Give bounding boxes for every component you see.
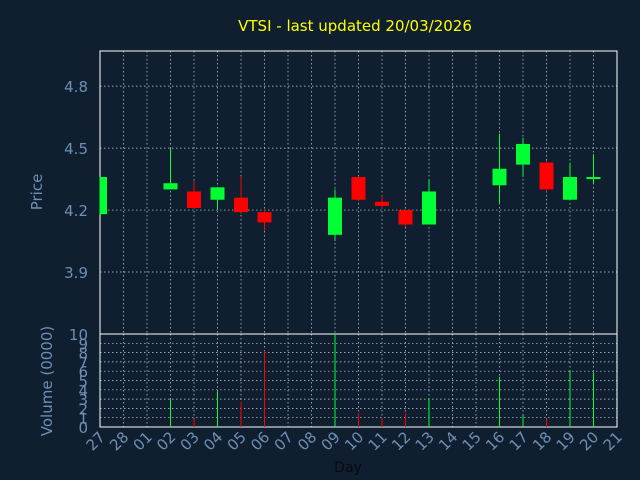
x-tick-label: 18 bbox=[529, 428, 555, 454]
x-tick-label: 21 bbox=[600, 428, 626, 454]
price-axis-label: Price bbox=[28, 174, 46, 211]
chart-title: VTSI - last updated 20/03/2026 bbox=[238, 17, 472, 35]
price-tick-label: 4.5 bbox=[64, 140, 88, 158]
volume-tick-label: 3 bbox=[78, 391, 88, 409]
x-tick-label: 01 bbox=[130, 428, 156, 454]
x-tick-label: 14 bbox=[435, 428, 461, 454]
candle-body bbox=[257, 212, 272, 223]
candle-body bbox=[586, 177, 601, 180]
x-tick-label: 04 bbox=[200, 428, 226, 454]
x-tick-label: 17 bbox=[506, 428, 532, 454]
volume-tick-label: 1 bbox=[78, 410, 88, 428]
volume-tick-label: 5 bbox=[78, 373, 88, 391]
x-tick-label: 13 bbox=[412, 428, 438, 454]
x-tick-label: 19 bbox=[553, 428, 579, 454]
candle-body bbox=[328, 197, 342, 235]
candle-body bbox=[210, 187, 225, 200]
x-tick-label: 16 bbox=[482, 428, 508, 454]
candle-body bbox=[163, 183, 178, 190]
x-axis-label: Day bbox=[334, 460, 362, 476]
candle-body bbox=[100, 177, 107, 215]
volume-tick-label: 4 bbox=[78, 382, 88, 400]
x-tick-label: 08 bbox=[294, 428, 320, 454]
candle-body bbox=[539, 162, 554, 190]
x-tick-label: 20 bbox=[576, 428, 602, 454]
volume-tick-label: 2 bbox=[78, 400, 88, 418]
price-tick-label: 4.2 bbox=[64, 202, 88, 220]
candle-body bbox=[375, 201, 389, 206]
volume-tick-label: 8 bbox=[78, 345, 88, 363]
candle-body bbox=[492, 168, 507, 186]
x-tick-label: 09 bbox=[318, 428, 344, 454]
volume-tick-label: 10 bbox=[69, 326, 88, 344]
volume-axis-label: Volume (0000) bbox=[38, 326, 56, 436]
x-tick-label: 28 bbox=[106, 428, 132, 454]
candle-body bbox=[563, 177, 577, 200]
volume-tick-label: 0 bbox=[78, 419, 88, 437]
candle-body bbox=[398, 210, 413, 225]
x-tick-label: 02 bbox=[153, 428, 179, 454]
candle-body bbox=[516, 143, 530, 165]
price-panel: 3.9 4.2 4.5 4.8 bbox=[64, 50, 618, 335]
x-tick-label: 15 bbox=[459, 428, 485, 454]
volume-tick-label: 9 bbox=[78, 335, 88, 353]
x-axis: 2728010203040506070809101112131415161718… bbox=[83, 428, 626, 454]
candle-body bbox=[187, 191, 201, 208]
volume-tick-label: 6 bbox=[78, 363, 88, 381]
volume-tick-label: 7 bbox=[78, 354, 88, 372]
candle-body bbox=[422, 191, 436, 225]
x-tick-label: 05 bbox=[224, 428, 250, 454]
candle-body bbox=[351, 177, 366, 200]
price-tick-label: 4.8 bbox=[64, 78, 88, 96]
x-tick-label: 03 bbox=[177, 428, 203, 454]
x-tick-label: 12 bbox=[388, 428, 414, 454]
x-tick-label: 06 bbox=[247, 428, 273, 454]
x-tick-label: 07 bbox=[271, 428, 297, 454]
price-tick-label: 3.9 bbox=[64, 264, 88, 282]
candle-body bbox=[234, 197, 248, 213]
x-tick-label: 11 bbox=[365, 428, 391, 454]
x-tick-label: 10 bbox=[341, 428, 367, 454]
